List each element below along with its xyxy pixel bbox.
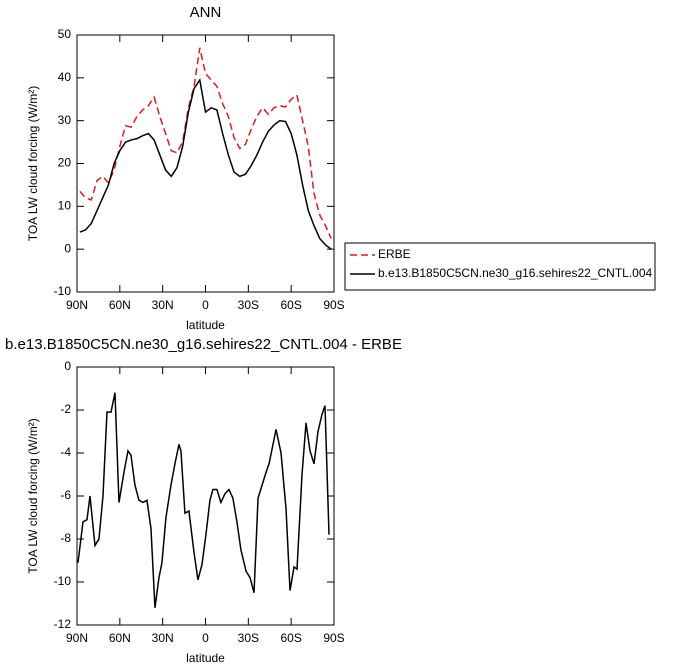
y-tick-label: 40 [58,70,72,84]
legend-box [344,242,656,291]
x-tick-label: 60S [280,298,301,312]
y-tick-label: -10 [54,284,72,298]
y-tick-label: 0 [64,241,71,255]
y-tick-label: -12 [54,617,72,631]
x-tick-label: 90N [66,631,88,645]
x-tick-label: 90N [66,298,88,312]
data-line [79,78,332,250]
chart-title: b.e13.B1850C5CN.ne30_g16.sehires22_CNTL.… [5,336,402,353]
x-axis-label: latitude [186,318,225,332]
y-axis-label: TOA LW cloud forcing (W/m²) [26,86,40,242]
x-tick-label: 60N [109,298,131,312]
x-tick-label: 30N [152,298,174,312]
x-tick-label: 0 [202,298,209,312]
y-tick-label: 30 [58,113,72,127]
x-tick-label: 90S [323,298,344,312]
y-tick-label: 50 [58,27,72,41]
legend-label: b.e13.B1850C5CN.ne30_g16.sehires22_CNTL.… [378,266,653,280]
y-tick-label: 10 [58,199,72,213]
y-tick-label: -6 [60,488,71,502]
x-tick-label: 60N [109,631,131,645]
y-tick-label: 20 [58,156,72,170]
x-tick-label: 30S [238,298,259,312]
x-tick-label: 30N [152,631,174,645]
y-axis-label: TOA LW cloud forcing (W/m²) [26,418,40,574]
x-axis-label: latitude [186,651,225,665]
x-tick-label: 0 [202,631,209,645]
x-tick-label: 60S [280,631,301,645]
legend-label: ERBE [378,247,411,261]
data-line [79,47,332,239]
x-tick-label: 90S [323,631,344,645]
y-tick-label: -8 [60,531,71,545]
y-tick-label: -2 [60,402,71,416]
x-tick-label: 30S [238,631,259,645]
chart-title: ANN [190,4,222,21]
y-tick-label: 0 [64,359,71,373]
y-tick-label: -4 [60,445,71,459]
data-line [77,392,330,608]
y-tick-label: -10 [54,574,72,588]
